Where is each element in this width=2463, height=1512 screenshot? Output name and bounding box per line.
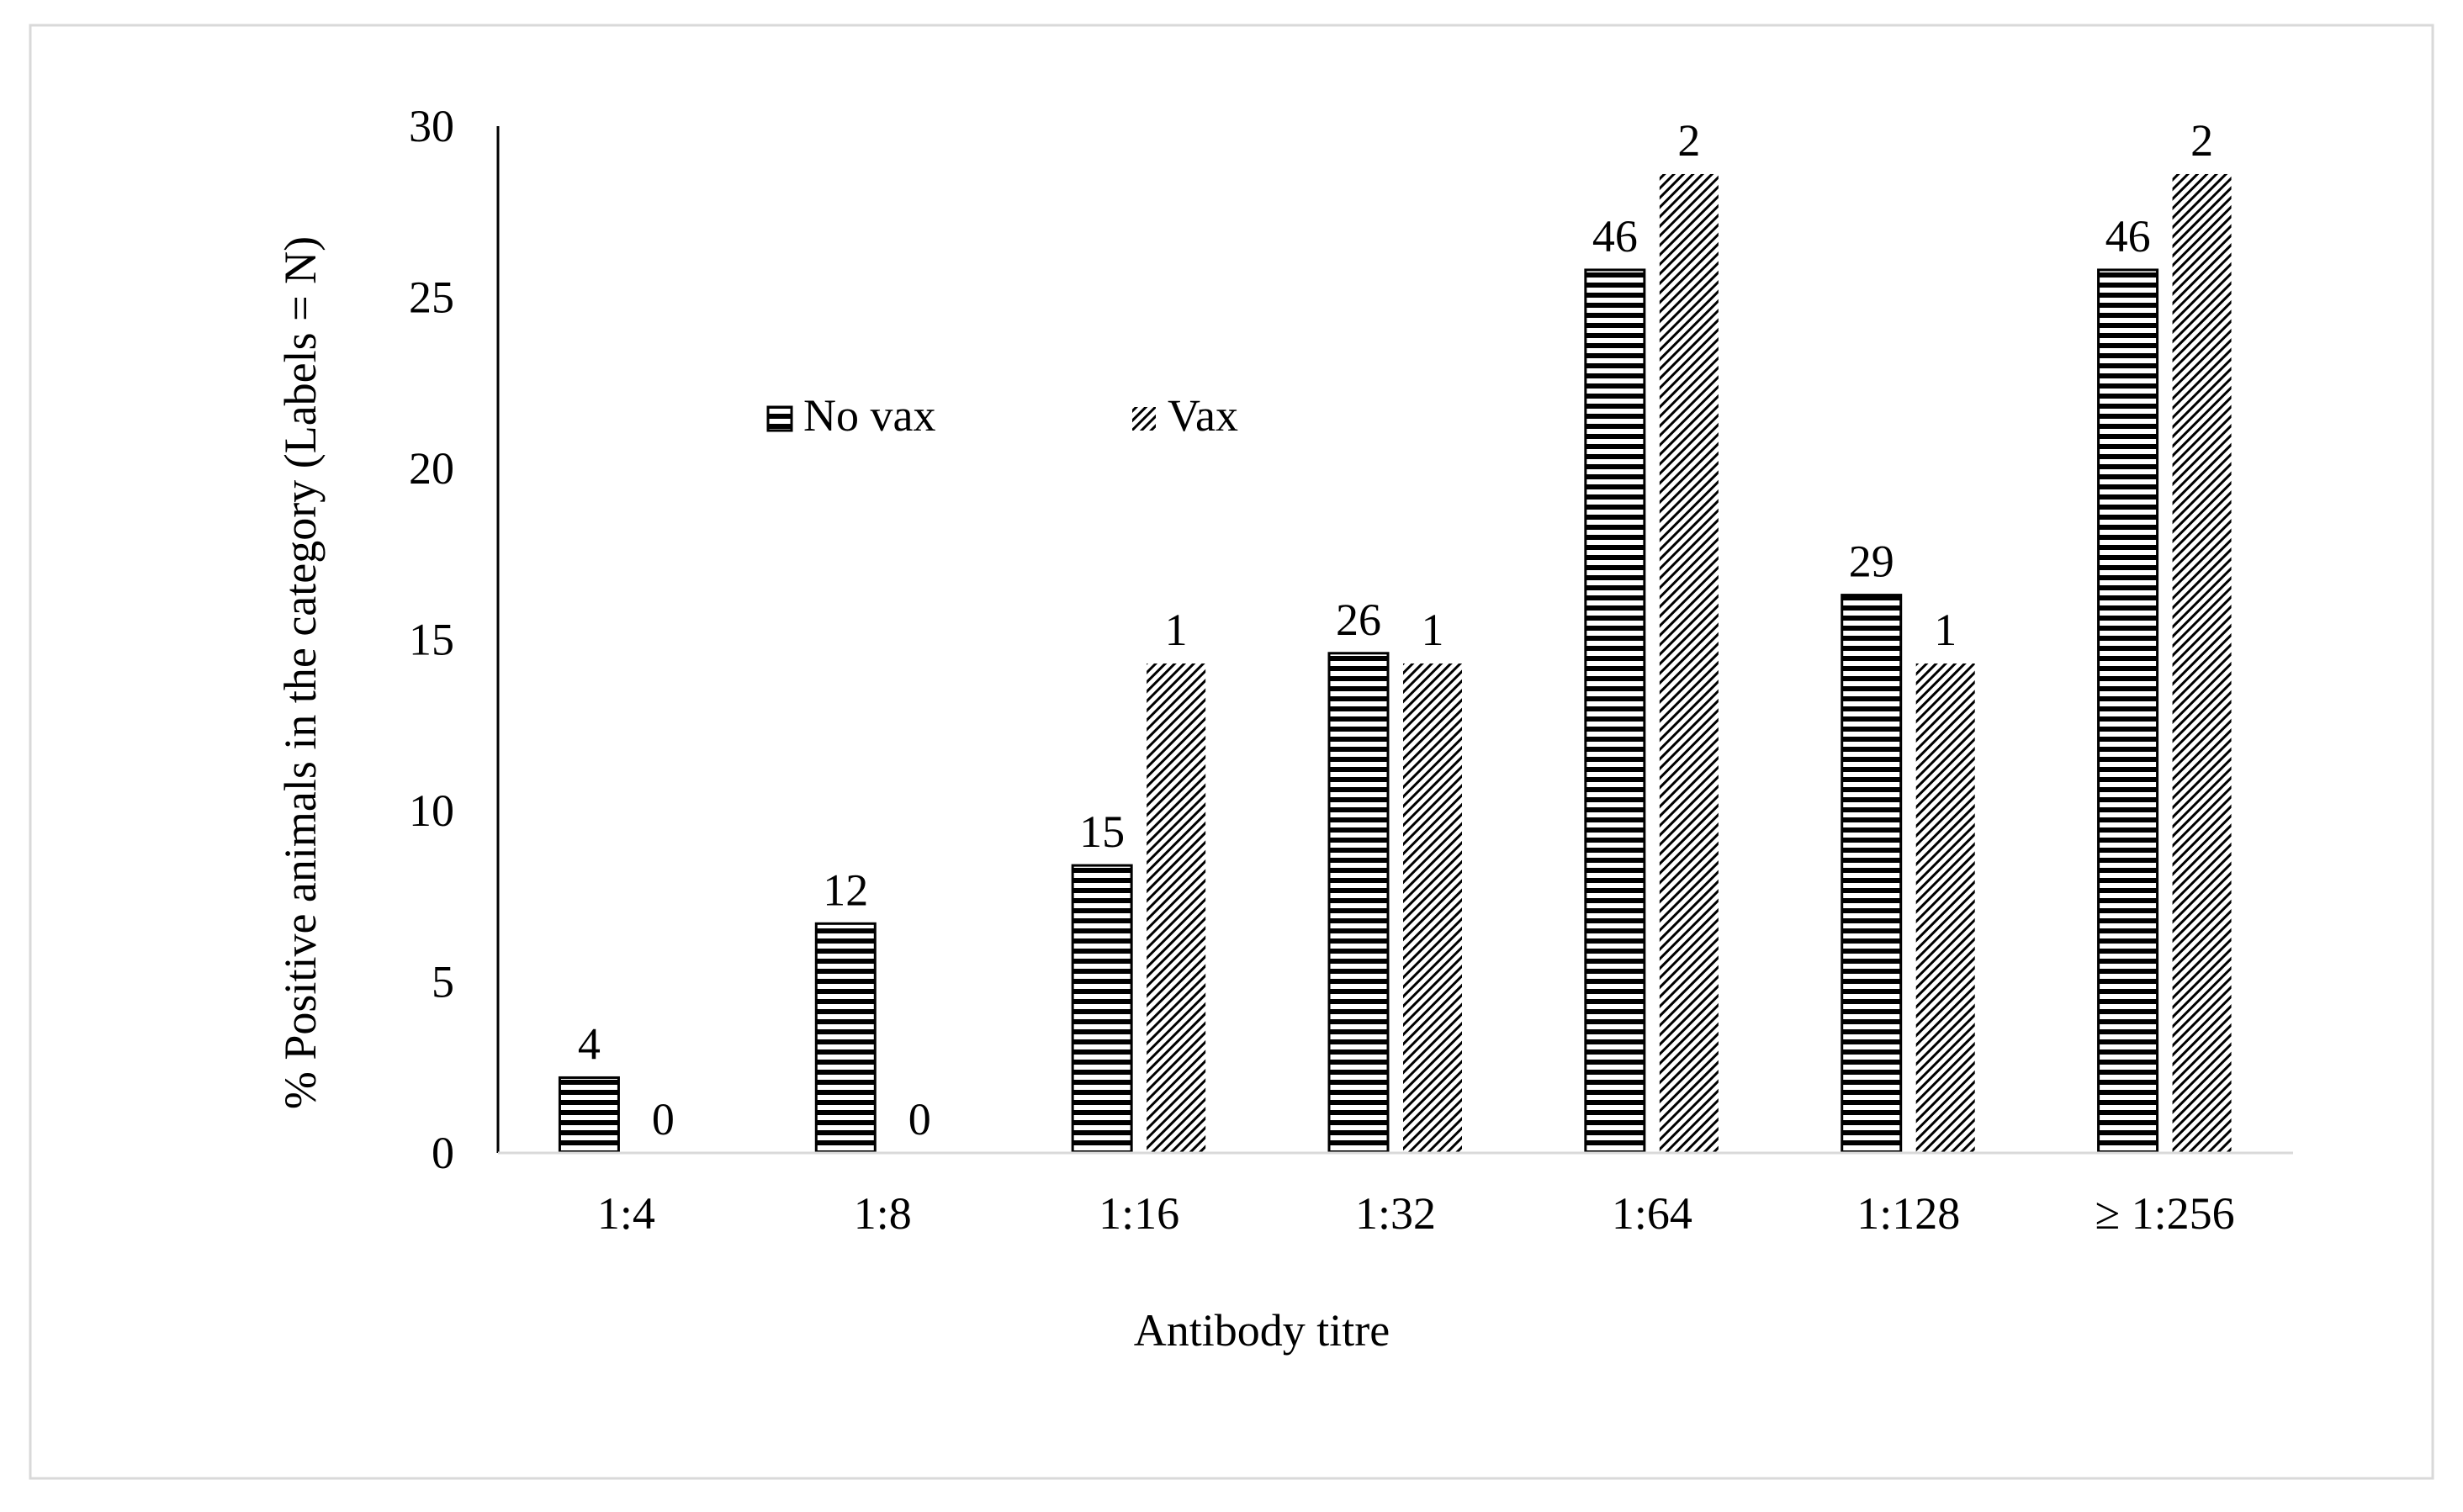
- x-axis-ticks: 1:4 1:8 1:16 1:32 1:64 1:128 ≥ 1:256: [597, 1188, 2235, 1239]
- chart-frame: [29, 24, 2434, 1480]
- y-tick-label: 30: [409, 101, 454, 151]
- data-label-no-vax: 4: [578, 1018, 601, 1069]
- bar-no-vax: [558, 1076, 620, 1155]
- data-label-vax: 0: [652, 1094, 675, 1145]
- data-label-no-vax: 46: [2105, 211, 2151, 262]
- legend-swatch-no-vax: [766, 405, 793, 432]
- y-tick-label: 15: [409, 615, 454, 665]
- bars: [558, 173, 2232, 1155]
- bar-no-vax: [1584, 268, 1646, 1155]
- legend-label-vax: Vax: [1168, 390, 1238, 441]
- bar-no-vax: [1841, 594, 1903, 1155]
- bar-no-vax: [814, 922, 877, 1155]
- x-tick-label: ≥ 1:256: [2095, 1188, 2235, 1239]
- data-label-no-vax: 26: [1336, 595, 1381, 645]
- y-axis-ticks: 0 5 10 15 20 25 30: [409, 101, 454, 1178]
- bar-vax: [1147, 663, 1206, 1153]
- data-label-vax: 1: [1422, 605, 1444, 655]
- y-tick-label: 20: [409, 443, 454, 494]
- y-tick-label: 0: [432, 1128, 454, 1178]
- x-tick-label: 1:8: [854, 1188, 912, 1239]
- data-label-vax: 2: [2190, 115, 2213, 166]
- legend-swatch-vax: [1132, 407, 1156, 431]
- y-tick-label: 10: [409, 785, 454, 836]
- x-tick-label: 1:16: [1099, 1188, 1179, 1239]
- data-label-no-vax: 29: [1849, 537, 1894, 587]
- x-tick-label: 1:4: [597, 1188, 655, 1239]
- y-axis-title: % Positive animals in the category (Labe…: [275, 236, 326, 1109]
- x-tick-label: 1:32: [1355, 1188, 1436, 1239]
- data-label-no-vax: 46: [1592, 211, 1638, 262]
- x-tick-label: 1:64: [1612, 1188, 1692, 1239]
- bar-no-vax: [1071, 864, 1133, 1155]
- data-label-no-vax: 12: [823, 864, 868, 915]
- x-tick-label: 1:128: [1857, 1188, 1960, 1239]
- legend: No vax Vax: [766, 390, 1238, 441]
- data-label-vax: 1: [1165, 605, 1188, 655]
- bar-no-vax: [2097, 268, 2159, 1155]
- data-label-no-vax: 15: [1079, 806, 1125, 857]
- y-tick-label: 5: [432, 957, 454, 1007]
- bar-vax: [2172, 173, 2232, 1154]
- data-label-vax: 2: [1677, 115, 1700, 166]
- legend-label-no-vax: No vax: [803, 390, 935, 441]
- bar-no-vax: [1327, 652, 1390, 1155]
- bar-vax: [1659, 173, 1719, 1154]
- x-axis-title: Antibody titre: [1134, 1305, 1390, 1356]
- bar-vax: [1403, 663, 1462, 1153]
- y-tick-label: 25: [409, 272, 454, 323]
- bar-vax: [1915, 663, 1975, 1153]
- data-label-vax: 1: [1934, 605, 1957, 655]
- data-label-vax: 0: [908, 1094, 931, 1145]
